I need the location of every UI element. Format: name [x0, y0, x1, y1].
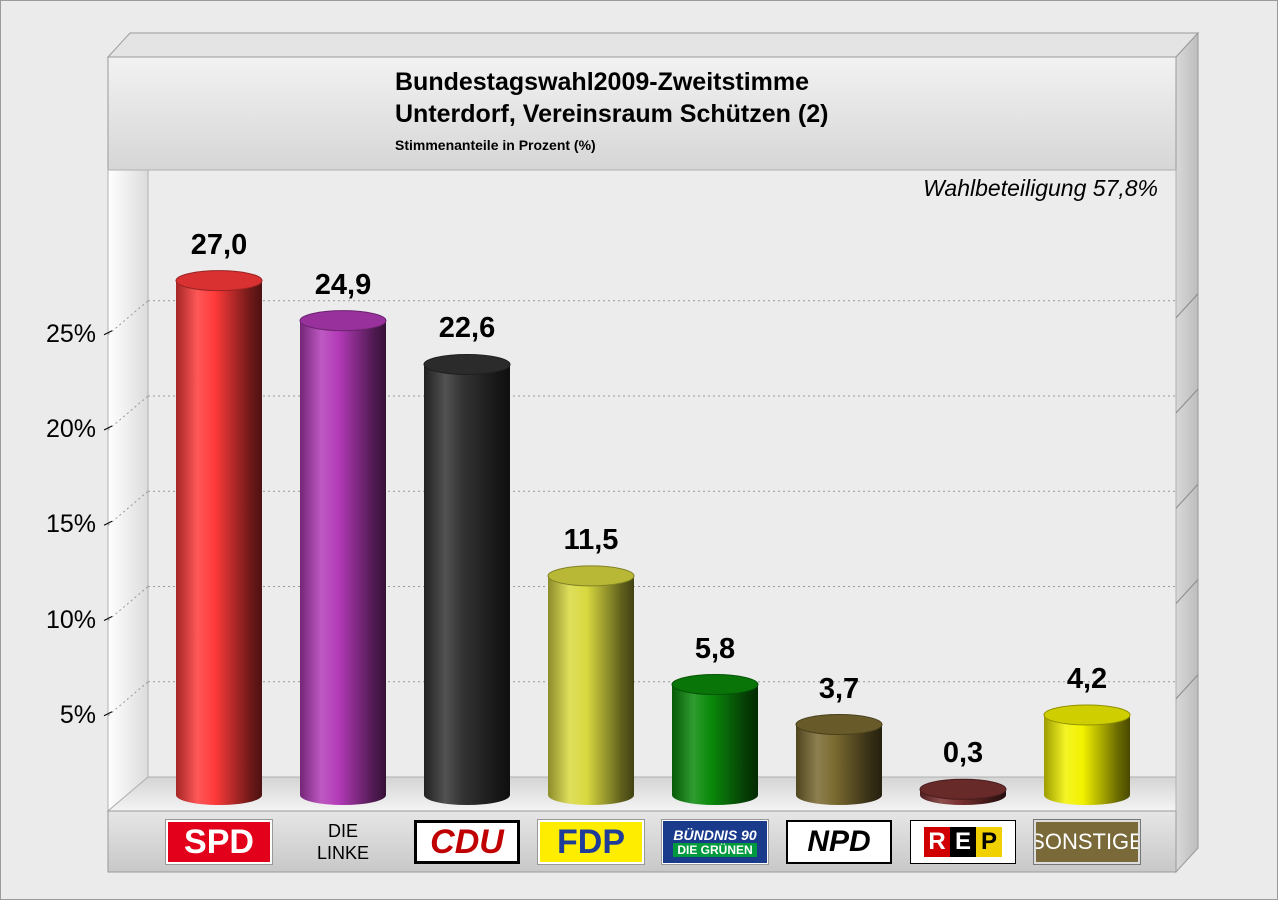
bar — [795, 714, 883, 805]
right-wall-tick — [1175, 388, 1199, 414]
bar-cap — [795, 714, 883, 736]
bar-value-label: 0,3 — [942, 737, 984, 770]
grid-line-side — [107, 300, 149, 336]
bar-body — [672, 684, 758, 805]
bar-cap — [671, 674, 759, 696]
y-tick-label: 5% — [59, 700, 96, 729]
bar — [919, 778, 1007, 805]
party-logo-fdp: FDP — [537, 819, 645, 865]
turnout-annotation: Wahlbeteiligung 57,8% — [923, 175, 1158, 201]
bar-cap — [547, 565, 635, 587]
bar-body — [300, 320, 386, 805]
grid-line-side — [107, 681, 149, 717]
party-logo-gruene-line2: DIE GRÜNEN — [673, 843, 757, 857]
box-top-face — [106, 32, 1200, 58]
box-right-face — [1175, 31, 1199, 874]
party-logo-spd: SPD — [165, 819, 273, 865]
party-logo-cdu-text: CDU — [430, 822, 504, 861]
right-wall-tick — [1175, 483, 1199, 509]
bar-value-label: 4,2 — [1066, 662, 1108, 695]
party-logo-rep: R E P — [910, 820, 1016, 864]
bar-body — [424, 364, 510, 805]
party-logo-spd-text: SPD — [184, 822, 254, 861]
bar-value-label: 11,5 — [563, 523, 619, 556]
y-tick-mark — [103, 616, 113, 621]
grid-line-side — [107, 395, 149, 431]
party-logo-gruene: BÜNDNIS 90 DIE GRÜNEN — [661, 819, 769, 865]
bar-body — [176, 280, 262, 805]
party-logo-gruene-line1: BÜNDNIS 90 — [673, 827, 757, 843]
party-logo-npd: NPD — [786, 820, 892, 864]
bar-cap — [1043, 704, 1131, 726]
bar-body — [796, 724, 882, 805]
party-logo-fdp-text: FDP — [557, 822, 625, 861]
bar — [299, 310, 387, 805]
y-tick-label: 20% — [45, 415, 96, 443]
party-logo-rep-letter-p: P — [976, 827, 1002, 857]
y-tick-mark — [103, 711, 113, 717]
bar-body — [1044, 714, 1130, 805]
chart-caption: Stimmenanteile in Prozent (%) — [395, 137, 596, 153]
right-wall-tick — [1175, 674, 1199, 700]
bar-value-label: 27,0 — [190, 228, 248, 261]
bar — [547, 565, 635, 805]
header-panel — [107, 56, 1177, 171]
party-logo-rep-letter-e: E — [950, 827, 976, 857]
party-logo-npd-text: NPD — [807, 825, 871, 858]
y-tick-mark — [103, 520, 113, 526]
bar-value-label: 5,8 — [694, 632, 736, 665]
bar-layer — [175, 270, 1131, 805]
chart-subtitle: Unterdorf, Vereinsraum Schützen (2) — [395, 100, 829, 128]
party-logo-sonstige: SONSTIGE — [1033, 819, 1141, 865]
bar — [671, 674, 759, 805]
party-logo-linke: DIE LINKE — [290, 820, 396, 864]
y-tick-mark — [103, 330, 113, 336]
right-wall-tick — [1175, 293, 1199, 319]
bar-cap — [175, 270, 263, 292]
party-logo-linke-line1: DIE — [327, 821, 358, 841]
party-logo-sonstige-text: SONSTIGE — [1034, 829, 1140, 854]
party-logo-linke-line2: LINKE — [316, 843, 370, 863]
bar — [423, 353, 511, 805]
party-logo-cdu: CDU — [414, 820, 520, 864]
party-logo-rep-letter-r: R — [924, 827, 950, 857]
plot-left-wall — [107, 169, 149, 813]
bar-value-label: 24,9 — [314, 268, 372, 301]
bar-cap — [423, 353, 511, 375]
grid-line-side — [107, 586, 149, 621]
bar-cap — [919, 778, 1007, 800]
grid-line-side — [107, 490, 149, 526]
y-tick-label: 25% — [45, 319, 96, 348]
y-tick-mark — [103, 425, 113, 431]
bar — [175, 270, 263, 805]
y-tick-label: 15% — [45, 510, 96, 539]
bar-value-label: 22,6 — [438, 312, 496, 345]
bar — [1043, 704, 1131, 805]
bar-body — [548, 575, 634, 805]
right-wall-tick — [1175, 579, 1199, 604]
chart-title: Bundestagswahl2009-Zweitstimme — [395, 68, 810, 96]
bar-value-label: 3,7 — [818, 672, 860, 705]
y-tick-label: 10% — [45, 605, 96, 634]
bar-cap — [299, 310, 387, 332]
plot-floor — [106, 776, 1177, 812]
